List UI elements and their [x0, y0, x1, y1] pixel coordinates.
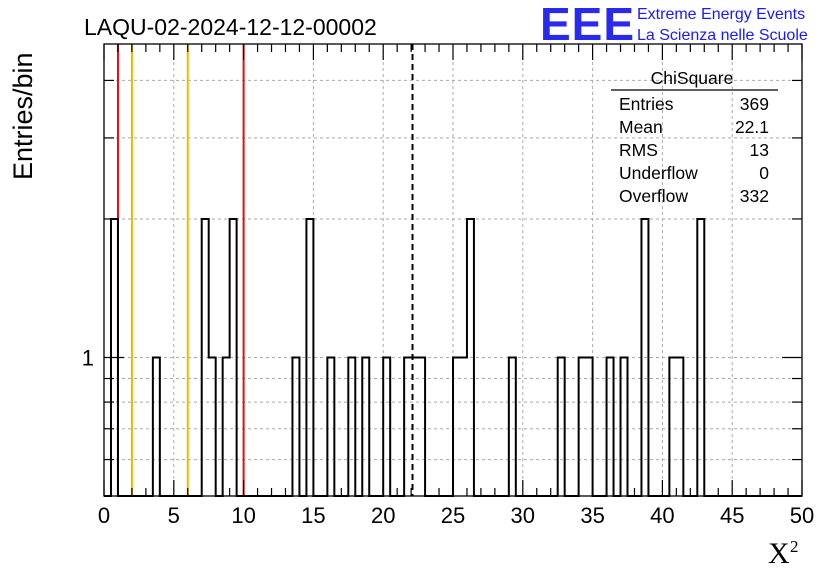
stats-value-overflow: 332	[740, 186, 769, 206]
stats-label-rms: RMS	[619, 140, 658, 160]
stats-box-title: ChiSquare	[651, 68, 734, 88]
y-axis-label: Entries/bin	[8, 52, 38, 180]
x-axis-label-base: X	[768, 537, 790, 570]
x-tick-label: 25	[441, 503, 465, 528]
eee-logo-line2: La Scienza nelle Scuole	[637, 27, 808, 44]
x-axis-label-sup: 2	[790, 537, 799, 556]
x-tick-label: 45	[720, 503, 744, 528]
stats-box: ChiSquare Entries 369 Mean 22.1 RMS 13 Underfl…	[611, 68, 778, 206]
stats-label-entries: Entries	[619, 94, 674, 114]
eee-logo-line1: Extreme Energy Events	[637, 6, 805, 23]
stats-label-overflow: Overflow	[619, 186, 688, 206]
stats-box-rows: Entries 369 Mean 22.1 RMS 13 Underflow 0 Overflo…	[619, 94, 769, 206]
stats-label-mean: Mean	[619, 117, 663, 137]
x-tick-label: 15	[301, 503, 325, 528]
eee-logo: EEE Extreme Energy Events La Scienza nel…	[540, 0, 808, 50]
tick-labels: 0 5 10 15 20 25 30 35 40 45 50 1	[82, 345, 814, 528]
axis-ticks	[103, 44, 803, 496]
stats-label-underflow: Underflow	[619, 163, 698, 183]
y-tick-label: 1	[82, 345, 94, 370]
stats-value-entries: 369	[740, 94, 769, 114]
x-axis-label: X 2	[768, 537, 799, 570]
stats-value-mean: 22.1	[735, 117, 769, 137]
x-tick-label: 50	[790, 503, 814, 528]
x-tick-label: 5	[168, 503, 180, 528]
stats-value-underflow: 0	[759, 163, 769, 183]
x-tick-label: 10	[231, 503, 255, 528]
x-tick-label: 35	[580, 503, 604, 528]
x-tick-label: 20	[371, 503, 395, 528]
x-tick-label: 30	[511, 503, 535, 528]
chart-title: LAQU-02-2024-12-12-00002	[84, 14, 377, 40]
x-tick-label: 40	[650, 503, 674, 528]
x-tick-label: 0	[98, 503, 110, 528]
stats-value-rms: 13	[750, 140, 769, 160]
eee-logo-mark: EEE	[540, 0, 635, 50]
